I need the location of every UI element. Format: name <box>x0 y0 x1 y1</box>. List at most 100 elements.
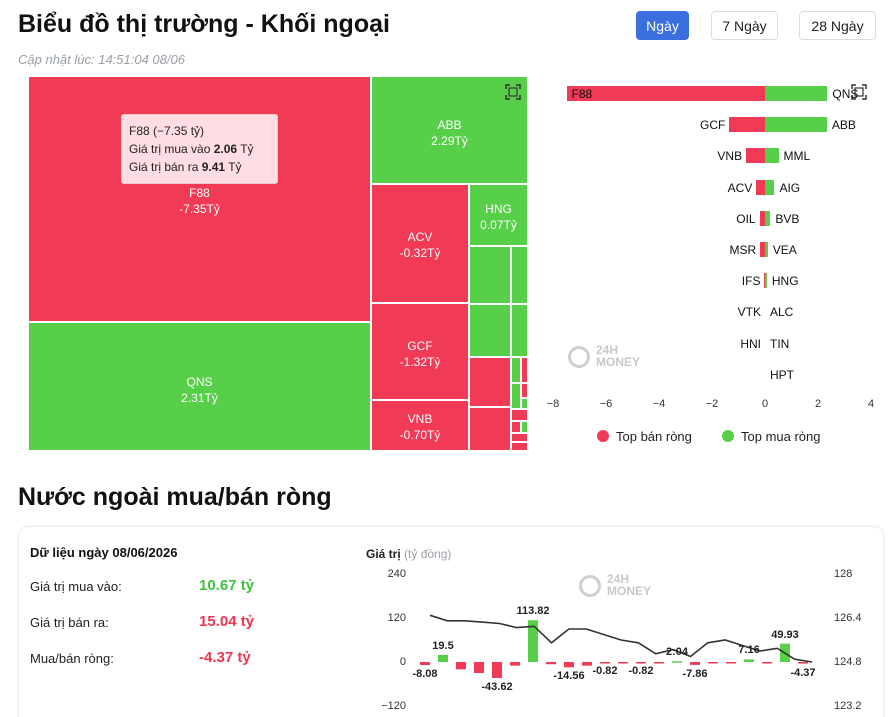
treemap-cell[interactable] <box>511 442 528 451</box>
y2-tick-label: 123.2 <box>834 700 862 712</box>
treemap-cell-value: -0.32Tỷ <box>399 246 441 260</box>
treemap-cell-value: -7.35Tỷ <box>179 202 220 216</box>
treemap-cell[interactable] <box>469 407 511 451</box>
treemap-cell[interactable] <box>469 246 511 304</box>
treemap-cell-value: 2.31Tỷ <box>181 391 218 405</box>
sell-bar-label: VNB <box>717 149 743 164</box>
watermark-text: 24H <box>596 343 619 357</box>
date-label: Dữ liệu ngày 08/06/2026 <box>30 545 178 560</box>
treemap-cell[interactable] <box>521 357 528 383</box>
page-title: Biểu đồ thị trường - Khối ngoại <box>18 10 390 38</box>
sell-bar[interactable] <box>566 86 765 101</box>
net-bar-value: 113.82 <box>516 605 550 618</box>
x-tick-label: 2 <box>814 398 822 410</box>
treemap-cell[interactable]: VNB -0.70Tỷ <box>371 400 469 451</box>
treemap-cell[interactable] <box>469 304 511 357</box>
y2-tick-label: 124.8 <box>834 656 862 668</box>
treemap-cell[interactable] <box>511 421 521 433</box>
sell-bar-label: HNI <box>740 336 761 351</box>
treemap-cell[interactable] <box>521 421 528 433</box>
buy-bar[interactable] <box>765 210 771 226</box>
sell-bar-label: VTK <box>737 305 761 320</box>
net-bar-value: -8.08 <box>412 667 438 680</box>
fullscreen-icon[interactable] <box>505 84 521 100</box>
buy-bar[interactable] <box>765 117 827 133</box>
treemap-cell[interactable] <box>469 357 511 407</box>
sell-bar-label: F88 <box>571 87 593 101</box>
treemap-cell[interactable]: HNG 0.07Tỷ <box>469 184 528 246</box>
buy-bar-label: VEA <box>772 243 797 257</box>
sell-bar[interactable] <box>760 242 765 257</box>
y-tick-label: 0 <box>399 656 406 668</box>
legend-buy-label[interactable]: Top mua ròng <box>741 429 821 444</box>
treemap-cell[interactable]: GCF -1.32Tỷ <box>371 303 469 400</box>
range-7day-button[interactable]: 7 Ngày <box>711 11 778 40</box>
sell-bar[interactable] <box>756 179 765 195</box>
sell-bar-label: GCF <box>700 118 726 133</box>
treemap-cell[interactable] <box>511 304 528 357</box>
net-bar-value: 49.93 <box>771 628 799 641</box>
treemap-cell[interactable] <box>511 409 528 421</box>
x-tick-label: −2 <box>705 398 719 410</box>
sell-label: Giá trị bán ra: <box>30 615 109 630</box>
buy-bar-label: MML <box>783 149 811 164</box>
net-bar-value: -7.86 <box>682 667 708 680</box>
sell-bar[interactable] <box>759 210 765 226</box>
treemap-cell[interactable] <box>511 433 528 442</box>
treemap-cell[interactable] <box>511 246 528 304</box>
sell-bar[interactable] <box>746 148 765 164</box>
buy-bar-label: HNG <box>771 274 799 289</box>
treemap-cell[interactable]: ACV -0.32Tỷ <box>371 184 469 303</box>
net-value: -4.37 tỷ <box>199 649 251 666</box>
treemap-cell[interactable] <box>511 357 521 383</box>
tooltip-buy-value: 2.06 <box>213 142 238 156</box>
buy-bar[interactable] <box>765 273 767 289</box>
sell-bar[interactable] <box>764 273 765 289</box>
tooltip-sell-value: 9.41 <box>201 160 226 174</box>
buy-bar[interactable] <box>765 179 775 195</box>
legend-buy-dot <box>722 430 734 442</box>
buy-bar-label: BVB <box>775 211 800 226</box>
net-bar-value: 7.16 <box>738 644 760 657</box>
buy-label: Giá trị mua vào: <box>30 579 122 594</box>
watermark-text: MONEY <box>607 584 652 598</box>
treemap-cell[interactable]: ABB 2.29Tỷ <box>371 76 528 184</box>
net-bar-value: -43.62 <box>481 680 513 693</box>
watermark-text: MONEY <box>596 355 641 369</box>
sell-bar[interactable] <box>729 117 765 133</box>
buy-bar-label: AIG <box>779 180 801 195</box>
treemap-cell[interactable]: QNS 2.31Tỷ <box>28 322 371 451</box>
treemap-cell[interactable] <box>521 383 528 398</box>
treemap-cell[interactable] <box>521 398 528 409</box>
treemap-cell[interactable] <box>511 383 521 409</box>
sell-bar-label: MSR <box>729 243 757 257</box>
y2-tick-label: 128 <box>834 568 853 580</box>
legend-sell-label[interactable]: Top bán ròng <box>616 429 692 444</box>
range-28day-button[interactable]: 28 Ngày <box>799 11 876 40</box>
buy-bar[interactable] <box>765 86 828 101</box>
range-day-button[interactable]: Ngày <box>636 11 689 40</box>
net-bar-value: 19.5 <box>432 639 454 652</box>
treemap-cell-value: 2.29Tỷ <box>431 134 468 148</box>
y-tick-label: 240 <box>387 568 406 580</box>
treemap-cell-value: -0.70Tỷ <box>399 428 441 442</box>
buy-bar-label: QNS <box>832 87 859 101</box>
treemap-cell-value: -1.32Tỷ <box>399 355 441 369</box>
tooltip-sell-label: Giá trị bán ra <box>129 160 199 174</box>
x-tick-label: 0 <box>761 398 769 410</box>
treemap-cell-code: F88 <box>189 186 210 200</box>
fullscreen-icon[interactable] <box>851 84 867 100</box>
treemap-cell[interactable]: F88 -7.35Tỷ <box>28 76 371 322</box>
buy-bar-label: ALC <box>770 305 794 320</box>
buy-bar[interactable] <box>765 242 768 257</box>
treemap-cell-code: ABB <box>437 118 462 132</box>
tooltip-unit: Tỷ <box>228 160 242 174</box>
buy-bar[interactable] <box>765 148 779 164</box>
watermark-icon <box>568 346 590 368</box>
net-bar-value: -0.82 <box>628 665 654 678</box>
watermark-text: 24H <box>607 572 630 586</box>
buy-value: 10.67 tỷ <box>199 577 255 594</box>
chart-unit: (tỷ đồng) <box>404 547 452 561</box>
y-tick-label: −120 <box>381 700 406 712</box>
